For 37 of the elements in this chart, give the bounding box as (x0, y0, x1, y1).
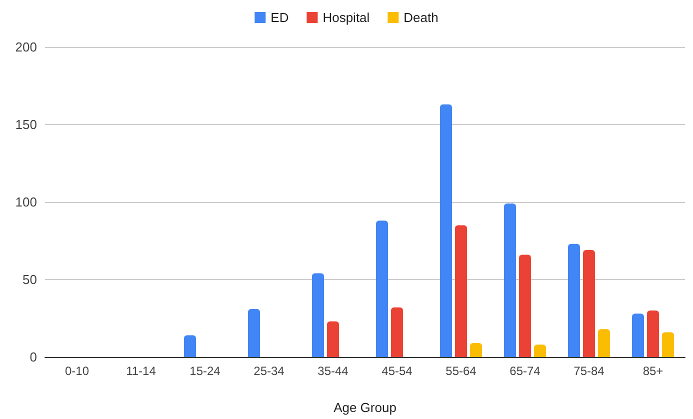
x-tick-label: 45-54 (382, 364, 413, 378)
x-tick-label: 25-34 (254, 364, 285, 378)
bar (519, 254, 531, 357)
x-axis-title: Age Group (334, 400, 396, 415)
legend-label: ED (270, 10, 289, 25)
bar (376, 220, 388, 357)
bar (583, 250, 595, 357)
x-tick-label: 11-14 (126, 364, 156, 378)
legend-label: Death (404, 10, 438, 25)
x-tick-label: 35-44 (318, 364, 349, 378)
bar (440, 104, 452, 357)
bar (568, 244, 580, 357)
bar (391, 307, 403, 357)
x-tick-label: 75-84 (574, 364, 605, 378)
legend-label: Hospital (322, 10, 370, 25)
y-tick-label: 200 (15, 40, 37, 54)
y-tick-label: 50 (22, 272, 37, 287)
bar (470, 343, 482, 357)
bar (598, 329, 610, 357)
bar (248, 308, 260, 357)
bar (455, 225, 467, 357)
bar (632, 314, 644, 357)
x-tick-label: 0-10 (64, 364, 90, 378)
y-tick-label: 100 (15, 194, 37, 210)
x-tick-label: 85+ (642, 364, 664, 378)
y-tick-label: 150 (15, 117, 37, 132)
bar (327, 321, 339, 357)
bar (534, 344, 546, 357)
x-tick-label: 55-64 (446, 364, 477, 378)
bar (184, 335, 196, 357)
x-tick-label: 65-74 (510, 364, 541, 378)
bar (504, 204, 516, 357)
bar (647, 310, 659, 357)
bar (312, 273, 324, 357)
y-tick-label: 0 (30, 350, 37, 364)
bar (662, 332, 674, 357)
x-tick-label: 15-24 (190, 364, 221, 378)
